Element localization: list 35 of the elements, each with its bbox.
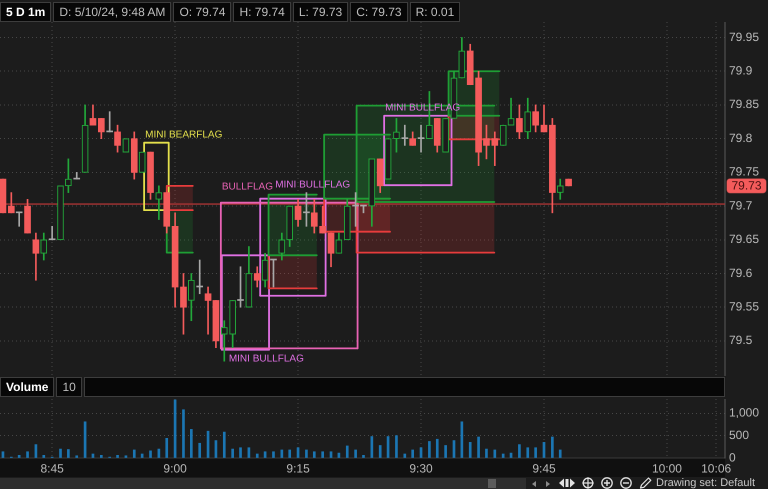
text: H: 79.74 xyxy=(233,2,291,22)
y-tick-label: 1,000 xyxy=(729,406,760,420)
x-tick-label: 10:00 xyxy=(652,462,682,476)
y-tick-label: 79.85 xyxy=(729,97,760,112)
series-label: MINI BEARFLAG xyxy=(145,130,223,141)
text: Drawing set: Default xyxy=(656,477,756,489)
y-tick-label: 79.6 xyxy=(729,266,753,280)
y-tick-label: 79.9 xyxy=(729,64,753,78)
text: O: 79.74 xyxy=(173,2,232,22)
series-label: MINI BULLFLAG xyxy=(275,180,350,191)
x-tick-label: 8:45 xyxy=(40,462,64,476)
text: L: 79.73 xyxy=(292,2,348,22)
y-tick-label: 500 xyxy=(729,428,750,442)
y-tick-label: 0 xyxy=(729,450,736,464)
x-tick-label: 9:00 xyxy=(163,462,188,476)
text: C: 79.73 xyxy=(350,2,408,22)
chart-title: 5 D 1m xyxy=(0,2,52,22)
chart-title: Volume xyxy=(0,377,54,397)
chart-subtitle: D: 5/10/24, 9:48 AM xyxy=(53,2,172,22)
series-label: MINI BULLFLAG xyxy=(228,354,304,365)
x-tick-label: 10:06 xyxy=(701,462,732,476)
y-tick-label: 79.95 xyxy=(729,30,760,44)
y-tick-label: 79.7 xyxy=(729,198,753,212)
chart-subtitle: 10 xyxy=(56,377,82,397)
y-tick-label: 79.55 xyxy=(729,300,760,314)
y-tick-label: 79.5 xyxy=(729,333,753,348)
x-tick-label: 9:30 xyxy=(409,462,434,476)
y-tick-label: 79.75 xyxy=(729,164,760,179)
x-tick-label: 9:15 xyxy=(286,462,310,476)
x-tick-label: 9:45 xyxy=(532,462,556,476)
series-label: BULLFLAG xyxy=(222,182,274,193)
text: R: 0.01 xyxy=(410,2,460,22)
y-tick-label: 79.65 xyxy=(729,232,760,246)
annotation: 79.73 xyxy=(731,178,762,193)
y-tick-label: 79.8 xyxy=(729,130,753,145)
